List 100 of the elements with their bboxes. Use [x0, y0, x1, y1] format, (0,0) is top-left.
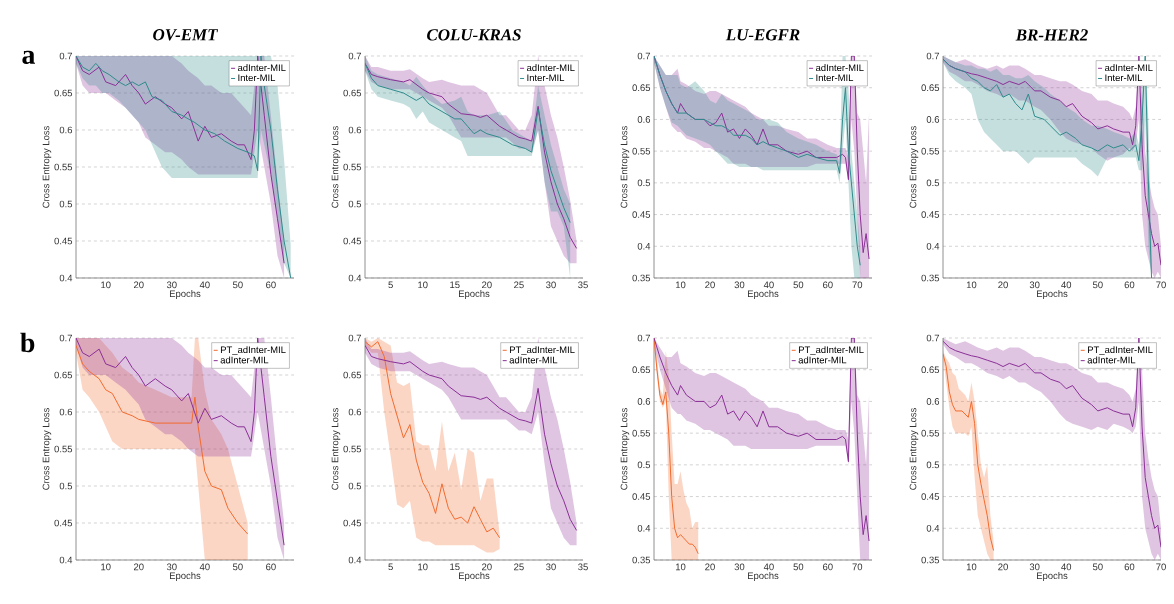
legend-label: adInter-MIL [815, 64, 864, 72]
y-axis-title: Cross Entropy Loss [909, 408, 919, 490]
x-axis-title: Epochs [459, 290, 490, 299]
x-tick-label: 35 [578, 563, 588, 571]
y-tick-label: 0.55 [921, 147, 940, 155]
y-tick-label: 0.4 [637, 524, 651, 532]
x-axis-title: Epochs [169, 290, 201, 299]
x-tick-label: 30 [546, 281, 556, 289]
y-tick-label: 0.35 [632, 556, 651, 564]
y-tick-label: 0.6 [348, 408, 362, 416]
x-tick-label: 70 [1156, 563, 1166, 571]
x-tick-label: 60 [266, 281, 276, 289]
y-axis-title: Cross Entropy Loss [42, 408, 52, 490]
legend-label: adInter-MIL [237, 64, 286, 72]
y-axis-title: Cross Entropy Loss [331, 408, 341, 490]
x-tick-label: 50 [232, 281, 243, 289]
x-tick-label: 10 [966, 563, 977, 571]
y-tick-label: 0.55 [343, 163, 362, 171]
legend-label: Inter-MIL [527, 74, 565, 82]
y-tick-label: 0.7 [59, 334, 73, 342]
y-tick-label: 0.6 [59, 126, 73, 134]
legend-label: Inter-MIL [238, 74, 276, 82]
x-tick-label: 20 [133, 563, 144, 571]
y-tick-label: 0.6 [637, 116, 651, 123]
y-tick-label: 0.4 [637, 242, 651, 250]
x-axis-title: Epochs [748, 290, 779, 299]
chart-title: BR-HER2 [1015, 29, 1088, 41]
x-tick-label: 40 [1061, 281, 1072, 289]
legend-label: Inter-MIL [1105, 74, 1143, 82]
chart-title: LU-EGFR [725, 29, 800, 41]
x-axis-title: Epochs [169, 572, 201, 581]
y-tick-label: 0.45 [632, 493, 651, 500]
x-tick-label: 50 [1092, 281, 1103, 289]
y-tick-label: 0.7 [637, 52, 651, 60]
y-tick-label: 0.5 [59, 482, 73, 490]
y-tick-label: 0.65 [54, 371, 73, 379]
x-tick-label: 30 [166, 563, 177, 571]
y-tick-label: 0.5 [348, 482, 362, 490]
y-tick-label: 0.65 [343, 89, 362, 97]
x-tick-label: 40 [763, 281, 774, 289]
y-tick-label: 0.45 [343, 237, 362, 245]
y-tick-label: 0.5 [926, 461, 940, 469]
y-tick-label: 0.4 [926, 242, 940, 250]
y-tick-label: 0.4 [926, 524, 940, 532]
x-tick-label: 60 [823, 281, 833, 289]
y-tick-label: 0.55 [632, 429, 651, 437]
y-tick-label: 0.7 [348, 52, 362, 60]
x-tick-label: 30 [1029, 563, 1040, 571]
legend-label: adInter-MIL [1087, 356, 1136, 364]
y-tick-label: 0.7 [59, 52, 73, 60]
x-tick-label: 60 [1124, 563, 1135, 571]
legend-label: Inter-MIL [816, 74, 854, 82]
y-tick-label: 0.6 [926, 116, 940, 123]
x-tick-label: 20 [482, 563, 492, 571]
y-tick-label: 0.55 [632, 147, 651, 155]
y-tick-label: 0.4 [59, 556, 73, 564]
legend-label: adInter-MIL [509, 356, 558, 364]
y-axis-title: Cross Entropy Loss [909, 126, 919, 208]
x-tick-label: 5 [388, 563, 393, 571]
x-tick-label: 30 [734, 281, 745, 289]
legend-label: adInter-MIL [526, 64, 575, 72]
y-tick-label: 0.6 [926, 398, 940, 405]
x-tick-label: 40 [763, 563, 774, 571]
y-tick-label: 0.7 [926, 52, 940, 60]
y-tick-label: 0.55 [54, 445, 73, 453]
y-tick-label: 0.5 [59, 200, 73, 208]
y-tick-label: 0.4 [348, 274, 362, 282]
text: b [20, 332, 35, 353]
y-tick-label: 0.45 [54, 519, 73, 527]
x-tick-label: 25 [514, 563, 524, 571]
x-tick-label: 50 [232, 563, 243, 571]
x-tick-label: 40 [199, 281, 210, 289]
x-tick-label: 50 [793, 563, 804, 571]
y-tick-label: 0.35 [921, 274, 940, 282]
x-tick-label: 20 [133, 281, 144, 289]
y-tick-label: 0.35 [921, 556, 940, 564]
x-tick-label: 10 [675, 563, 686, 571]
x-tick-label: 20 [705, 563, 715, 571]
y-tick-label: 0.6 [348, 126, 362, 134]
x-tick-label: 30 [1029, 281, 1040, 289]
x-tick-label: 70 [852, 281, 863, 289]
x-tick-label: 30 [734, 563, 745, 571]
y-tick-label: 0.65 [632, 84, 651, 92]
x-tick-label: 20 [998, 563, 1008, 571]
x-tick-label: 15 [450, 563, 460, 571]
legend-label: PT_adInter-MIL [509, 346, 575, 355]
y-tick-label: 0.65 [921, 84, 940, 92]
x-tick-label: 20 [705, 281, 715, 289]
x-tick-label: 20 [998, 281, 1008, 289]
y-tick-label: 0.35 [632, 274, 651, 282]
x-tick-label: 35 [578, 281, 588, 289]
legend-label: adInter-MIL [1104, 64, 1153, 72]
y-tick-label: 0.45 [921, 211, 940, 218]
y-tick-label: 0.4 [348, 556, 362, 564]
x-axis-title: Epochs [1037, 572, 1068, 581]
y-axis-title: Cross Entropy Loss [42, 126, 52, 208]
y-axis-title: Cross Entropy Loss [620, 408, 630, 490]
x-tick-label: 25 [514, 281, 524, 289]
chart-title: COLU-KRAS [427, 29, 521, 41]
y-tick-label: 0.65 [632, 366, 651, 374]
